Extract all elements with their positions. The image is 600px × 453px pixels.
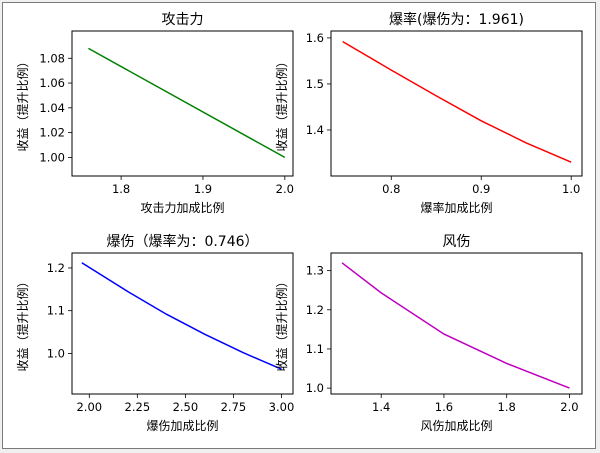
y-tick-label: 1.5 — [306, 77, 324, 91]
x-tick-label: 1.8 — [112, 182, 130, 196]
series-line — [341, 262, 570, 389]
y-tick-label: 1.08 — [39, 51, 65, 65]
y-axis-label: 收益（提升比例） — [15, 275, 30, 371]
x-tick-label: 3.00 — [269, 400, 295, 414]
y-tick-label: 1.0 — [306, 381, 324, 395]
x-axis-label: 攻击力加成比例 — [140, 201, 224, 215]
x-tick-label: 0.8 — [382, 182, 400, 196]
subplot-3: 2.00 2.25 2.50 2.75 3.00 1.0 1.1 1.2 爆伤（爆率为：0.74… — [15, 233, 294, 433]
plot-area — [330, 30, 583, 177]
y-tick-label: 1.02 — [39, 126, 65, 140]
y-tick-label: 1.1 — [306, 342, 324, 356]
x-tick-label: 1.4 — [372, 400, 390, 414]
series-line — [88, 47, 286, 159]
x-tick-label: 2.25 — [125, 400, 151, 414]
chart-title: 攻击力 — [162, 12, 204, 28]
y-tick-label: 1.0 — [47, 346, 65, 360]
x-tick-label: 2.00 — [76, 400, 102, 414]
y-tick-label: 1.6 — [306, 31, 324, 45]
x-tick-label: 2.75 — [221, 400, 247, 414]
y-tick-label: 1.2 — [306, 303, 324, 317]
x-tick-label: 2.0 — [560, 400, 578, 414]
chart-title: 爆伤（爆率为：0.746） — [106, 233, 258, 250]
subplot-2: 0.8 0.9 1.0 1.4 1.5 1.6 爆率(爆伤为：1.961) 爆率加成比例 收益（… — [274, 11, 583, 215]
figure-frame — [2, 2, 596, 449]
x-tick-label: 0.9 — [472, 182, 490, 196]
y-tick-label: 1.2 — [47, 261, 65, 275]
chart-title: 爆率(爆伤为：1.961) — [389, 11, 524, 28]
y-tick-label: 1.06 — [39, 76, 65, 90]
series-line — [342, 40, 572, 163]
y-axis-label: 收益（提升比例） — [274, 55, 289, 151]
x-tick-label: 2.50 — [173, 400, 199, 414]
y-tick-label: 1.00 — [39, 150, 65, 164]
x-tick-label: 1.6 — [435, 400, 453, 414]
plot-area — [330, 252, 583, 395]
x-tick-label: 1.0 — [562, 182, 580, 196]
y-tick-label: 1.3 — [306, 264, 324, 278]
y-tick-label: 1.1 — [47, 304, 65, 318]
y-axis-label: 收益（提升比例） — [274, 275, 289, 371]
x-tick-label: 2.0 — [276, 182, 294, 196]
x-axis-label: 风伤加成比例 — [420, 419, 492, 433]
chart-title: 风伤 — [443, 234, 471, 250]
y-axis-label: 收益（提升比例） — [15, 55, 30, 151]
x-axis-label: 爆伤加成比例 — [146, 419, 218, 433]
x-tick-label: 1.9 — [194, 182, 212, 196]
y-tick-label: 1.4 — [306, 123, 324, 137]
x-tick-label: 1.8 — [498, 400, 516, 414]
y-tick-label: 1.04 — [39, 101, 65, 115]
series-line — [81, 262, 282, 370]
plot-area — [71, 252, 294, 395]
x-axis-label: 爆率加成比例 — [420, 200, 492, 215]
plot-area — [71, 30, 294, 177]
